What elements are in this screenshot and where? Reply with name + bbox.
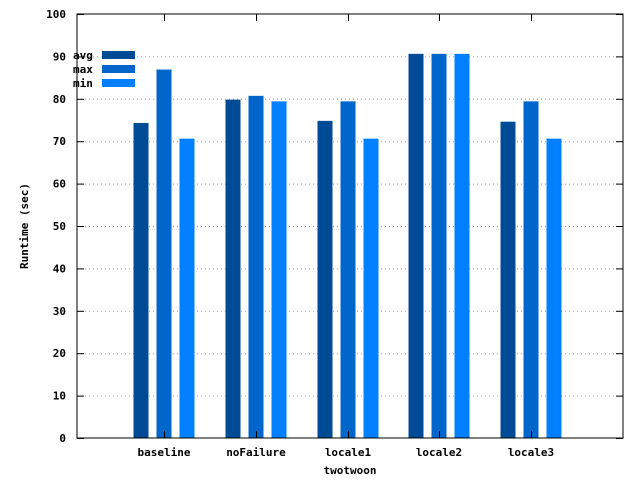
bar-avg-locale3 (500, 121, 516, 439)
bar-max-locale3 (523, 101, 539, 439)
x-tick-label: baseline (138, 446, 191, 459)
bars (133, 53, 562, 439)
bar-avg-noFailure (225, 99, 241, 438)
legend-swatch-avg (102, 51, 135, 59)
x-axis-label: twotwoon (324, 464, 377, 477)
legend-label-avg: avg (73, 49, 93, 62)
y-axis-label: Runtime (sec) (18, 183, 31, 269)
y-tick-label: 70 (53, 135, 66, 148)
y-tick-label: 40 (53, 262, 66, 275)
bar-min-noFailure (271, 101, 287, 439)
bar-avg-baseline (133, 122, 149, 438)
legend-swatch-max (102, 65, 135, 73)
bar-max-noFailure (248, 95, 264, 438)
y-tick-label: 0 (59, 432, 66, 445)
y-tick-label: 50 (53, 220, 66, 233)
x-tick-label: noFailure (226, 446, 286, 459)
bar-min-locale2 (454, 53, 470, 439)
bar-max-locale1 (340, 101, 356, 439)
y-tick-label: 100 (46, 8, 66, 21)
y-tick-label: 80 (53, 93, 66, 106)
x-tick-label: locale2 (416, 446, 462, 459)
bar-avg-locale1 (317, 120, 333, 439)
legend-swatch-min (102, 79, 135, 87)
y-tick-label: 30 (53, 305, 66, 318)
bar-max-locale2 (431, 53, 447, 439)
bar-min-locale3 (546, 138, 562, 438)
y-tick-label: 60 (53, 178, 66, 191)
axis-ticks: 0 10 20 30 40 50 60 70 80 90 100 baseline noFailure l… (46, 8, 623, 459)
legend-label-max: max (73, 63, 93, 76)
bar-avg-locale2 (408, 53, 424, 439)
y-tick-label: 20 (53, 347, 66, 360)
bar-max-baseline (156, 69, 172, 438)
bar-min-locale1 (363, 138, 379, 438)
y-tick-label: 90 (53, 50, 66, 63)
y-tick-label: 10 (53, 390, 66, 403)
x-tick-label: locale1 (325, 446, 372, 459)
legend-label-min: min (73, 77, 93, 90)
x-tick-label: locale3 (508, 446, 554, 459)
bar-min-baseline (179, 138, 195, 438)
